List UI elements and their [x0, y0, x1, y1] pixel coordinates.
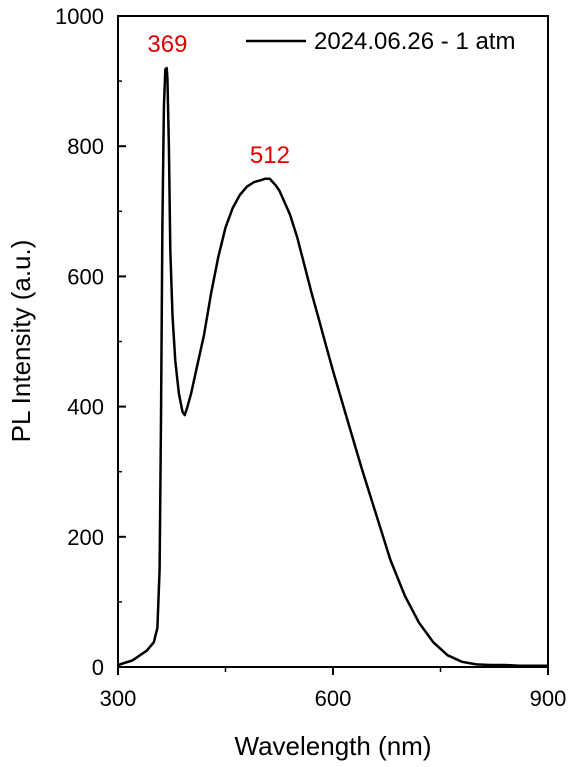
- plot-frame: [117, 15, 549, 668]
- x-tick-label: 900: [530, 686, 567, 711]
- x-axis-ticks: 300 600 900: [100, 667, 567, 711]
- legend: 2024.06.26 - 1 atm: [246, 28, 515, 55]
- y-tick-label: 1000: [55, 4, 104, 29]
- y-tick-label: 200: [67, 525, 104, 550]
- y-axis-title: PL Intensity (a.u.): [6, 240, 36, 443]
- x-tick-label: 300: [100, 686, 137, 711]
- y-tick-label: 600: [67, 264, 104, 289]
- peak-label-512: 512: [250, 142, 290, 169]
- x-axis-title: Wavelength (nm): [235, 731, 432, 761]
- peak-annotations: 369 512: [147, 31, 290, 169]
- y-tick-label: 400: [67, 395, 104, 420]
- x-tick-label: 600: [315, 686, 352, 711]
- y-tick-label: 800: [67, 134, 104, 159]
- y-axis-ticks: 0 200 400 600 800 1000: [55, 4, 126, 680]
- peak-label-369: 369: [147, 31, 187, 58]
- y-tick-label: 0: [92, 655, 104, 680]
- legend-label: 2024.06.26 - 1 atm: [314, 28, 515, 55]
- series-line-pl-spectrum: [117, 66, 548, 667]
